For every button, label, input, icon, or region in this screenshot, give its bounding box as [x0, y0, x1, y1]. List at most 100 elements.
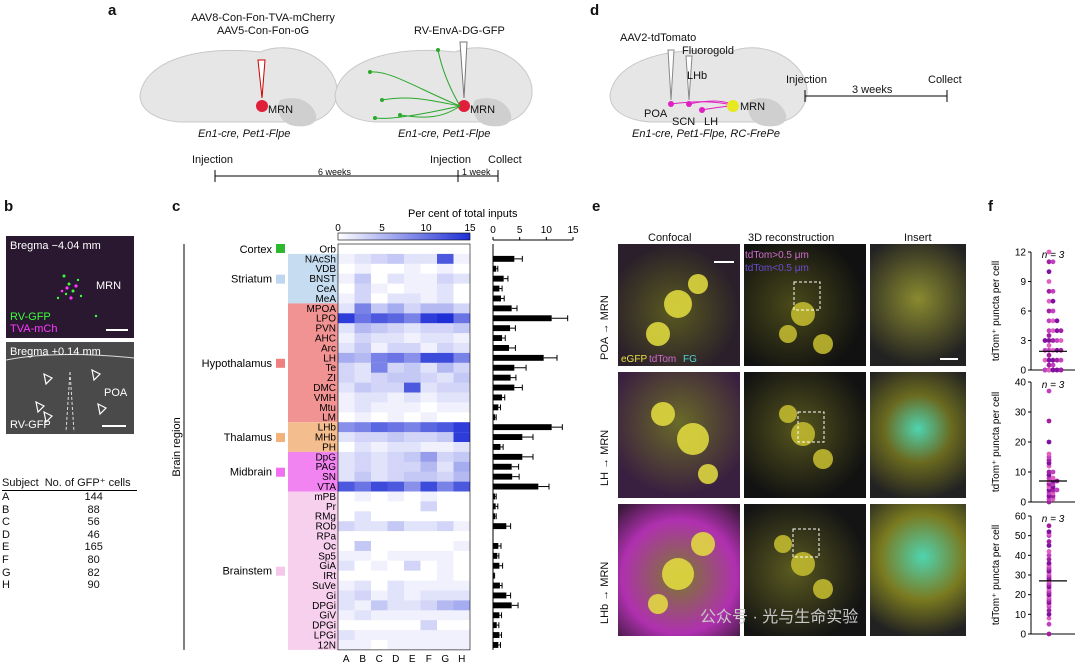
- heatmap-cell: [454, 501, 471, 511]
- f-n-label: n = 3: [1042, 514, 1065, 525]
- heatmap-cell: [387, 491, 404, 502]
- f-data-point: [1054, 357, 1060, 363]
- legend-rv-gfp-bottom: RV-GFP: [10, 419, 51, 431]
- heatmap-cell: [404, 333, 421, 343]
- virus-aav2: AAV2-tdTomato: [620, 32, 697, 44]
- f-data-point: [1046, 469, 1052, 475]
- heatmap-cell: [404, 442, 421, 452]
- heatmap-cell: [404, 382, 421, 393]
- bar: [493, 414, 496, 421]
- timeline-d-collect: Collect: [928, 74, 962, 86]
- f-data-point: [1046, 259, 1052, 265]
- region-label: LM: [322, 413, 336, 424]
- colorbar: [337, 232, 471, 241]
- heatmap-cell: [404, 640, 421, 650]
- f-y-tick-label: 40: [1015, 551, 1027, 562]
- bar: [493, 523, 507, 530]
- heatmap-cell: [453, 313, 470, 324]
- heatmap-cell: [371, 352, 388, 363]
- region-label: PAG: [316, 462, 337, 473]
- heatmap-cell: [355, 620, 372, 630]
- heatmap-cell: [371, 382, 388, 393]
- heatmap-cell: [421, 402, 438, 412]
- row-label-lhb: LHb → MRN: [599, 561, 611, 624]
- heatmap-cell: [371, 521, 388, 532]
- f-data-point: [1046, 418, 1052, 424]
- panel-d-illustration: [609, 47, 948, 127]
- colorbar-tick-label: 15: [464, 223, 476, 234]
- heatmap-cell: [420, 471, 437, 482]
- subject-tick-label: C: [376, 654, 383, 662]
- heatmap-cell: [388, 541, 405, 551]
- heatmap-cell: [354, 481, 371, 492]
- heatmap-cell: [420, 382, 437, 393]
- heatmap-cell: [387, 432, 404, 442]
- subject-tick-label: D: [392, 654, 399, 662]
- heatmap-cell: [338, 461, 355, 472]
- region-label: VDB: [315, 264, 336, 275]
- heatmap-cell: [338, 610, 355, 621]
- group-band-thalamus: [288, 422, 338, 452]
- watermark: 公众号 · 光与生命实验: [700, 609, 859, 626]
- table-row: A 144: [2, 491, 103, 503]
- heatmap-cell: [404, 451, 421, 462]
- heatmap-cell: [354, 491, 371, 502]
- heatmap-cell: [371, 581, 388, 591]
- heatmap-cell: [371, 640, 388, 650]
- insert-poa: [870, 244, 966, 366]
- heatmap-cell: [338, 571, 355, 581]
- heatmap-cell: [420, 451, 437, 462]
- bar: [493, 354, 544, 361]
- heatmap-cell: [371, 432, 388, 442]
- heatmap-cell: [421, 571, 438, 581]
- region-label: MeA: [315, 294, 336, 305]
- heatmap-cell: [354, 253, 371, 264]
- heatmap-cell: [437, 273, 454, 284]
- subject-tick-label: H: [458, 654, 465, 662]
- region-label: RPa: [317, 532, 337, 543]
- region-label: SN: [322, 472, 336, 483]
- heatmap-cell: [387, 442, 404, 452]
- heatmap-cell: [404, 263, 421, 274]
- heatmap-cell: [404, 600, 421, 611]
- group-label-thalamus: Thalamus: [224, 432, 273, 444]
- recon-legend-2: tdTom<0.5 μm: [745, 263, 809, 274]
- heatmap-cell: [355, 561, 372, 571]
- heatmap-cell: [437, 560, 454, 571]
- heatmap-cell: [454, 412, 471, 422]
- heatmap-cell: [371, 362, 388, 373]
- f-data-point: [1050, 362, 1056, 368]
- heatmap-cell: [404, 392, 421, 403]
- table-row: E 165: [2, 541, 103, 554]
- table-row: G 82: [2, 566, 100, 579]
- heatmap-cell: [453, 422, 470, 433]
- region-label: MPOA: [307, 304, 337, 315]
- heatmap-cell: [420, 253, 437, 264]
- bar: [493, 285, 500, 292]
- f-data-point: [1046, 543, 1052, 548]
- timeline-d-injection: Injection: [786, 74, 827, 86]
- heatmap-cell: [404, 253, 421, 264]
- f-y-axis-label: tdTom⁺ puncta per cell: [991, 525, 1002, 625]
- heatmap-cell: [371, 253, 388, 264]
- heatmap-cell: [338, 600, 355, 611]
- heatmap-cell: [338, 372, 355, 383]
- f-data-point: [1046, 611, 1052, 617]
- heatmap-cell: [387, 323, 404, 334]
- group-swatch-thalamus: [276, 433, 285, 443]
- heatmap-cell: [420, 333, 437, 343]
- heatmap-cell: [338, 323, 355, 334]
- heatmap-cell: [404, 571, 421, 581]
- f-y-tick-label: 50: [1015, 531, 1027, 542]
- legend-egfp: eGFP: [621, 354, 648, 365]
- heatmap-cell: [338, 264, 355, 274]
- heatmap-cell: [420, 580, 437, 591]
- heatmap-cell: [371, 551, 388, 561]
- heatmap-cell: [453, 253, 470, 264]
- heatmap-cell: [387, 451, 404, 462]
- heatmap-cell: [371, 392, 388, 403]
- heatmap-cell: [354, 511, 371, 522]
- bar: [493, 483, 539, 490]
- heatmap-cell: [355, 501, 372, 511]
- heatmap-cell: [453, 590, 470, 601]
